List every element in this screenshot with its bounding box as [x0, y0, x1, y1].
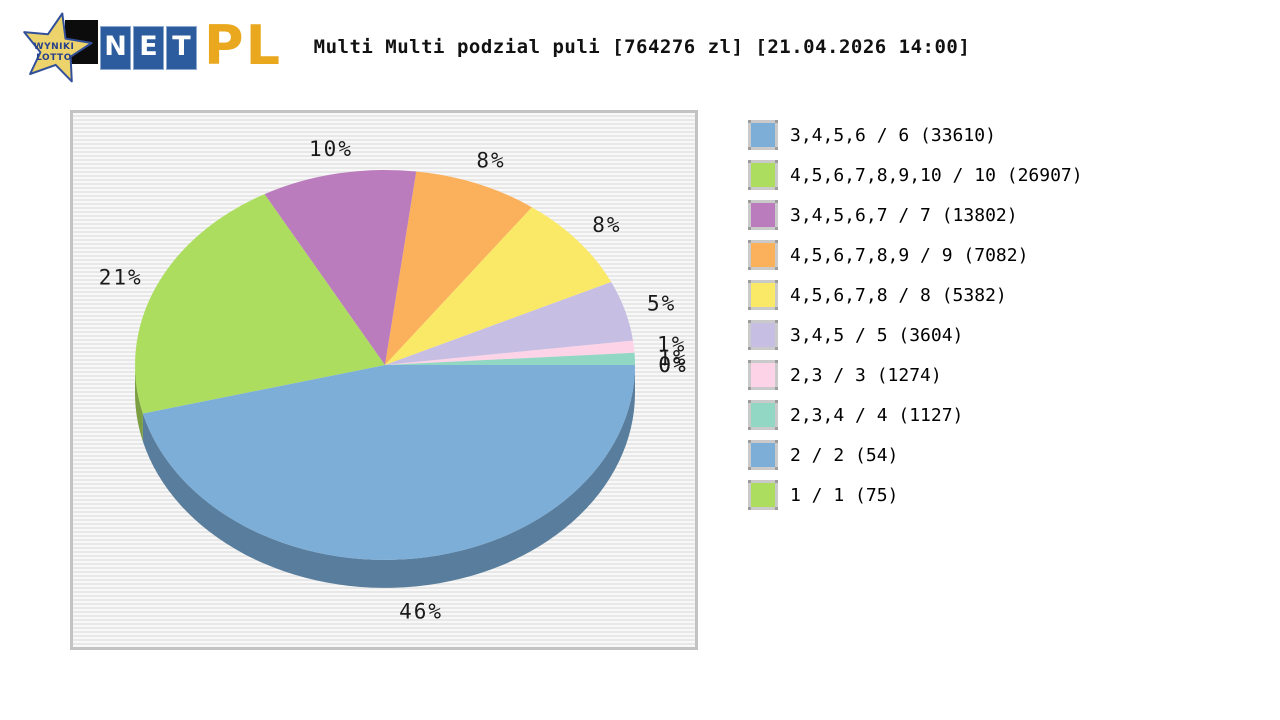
legend-label: 3,4,5 / 5 (3604): [790, 324, 964, 346]
legend-item: 3,4,5,6,7 / 7 (13802): [748, 200, 1083, 230]
legend: 3,4,5,6 / 6 (33610) 4,5,6,7,8,9,10 / 10 (…: [748, 120, 1083, 520]
legend-item: 4,5,6,7,8,9 / 9 (7082): [748, 240, 1083, 270]
pie-percent-label: 46%: [399, 599, 443, 623]
site-logo[interactable]: WYNIKI LOTTO N E T PL: [10, 2, 282, 94]
legend-label: 4,5,6,7,8,9,10 / 10 (26907): [790, 164, 1083, 186]
pie-percent-label: 8%: [476, 148, 505, 172]
pie-percent-label: 1%: [658, 346, 687, 370]
legend-swatch: [748, 320, 778, 350]
pie-chart: 46%21%10% 8%8%5%1%1%0%0%: [99, 137, 687, 623]
legend-item: 4,5,6,7,8,9,10 / 10 (26907): [748, 160, 1083, 190]
pie-slice: [385, 282, 633, 365]
logo-pl: PL: [204, 14, 282, 77]
pie-percent-label: 8%: [592, 213, 621, 237]
legend-swatch: [748, 360, 778, 390]
legend-swatch: [748, 120, 778, 150]
legend-item: 2 / 2 (54): [748, 440, 1083, 470]
legend-item: 3,4,5,6 / 6 (33610): [748, 120, 1083, 150]
legend-label: 3,4,5,6 / 6 (33610): [790, 124, 996, 146]
pie-slice: [385, 171, 532, 365]
chart-title: Multi Multi podzial puli [764276 zl] [21…: [313, 36, 971, 58]
star-text-line1: WYNIKI: [34, 42, 75, 52]
legend-swatch: [748, 400, 778, 430]
legend-label: 2,3,4 / 4 (1127): [790, 404, 964, 426]
legend-item: 3,4,5 / 5 (3604): [748, 320, 1083, 350]
legend-item: 4,5,6,7,8 / 8 (5382): [748, 280, 1083, 310]
legend-swatch: [748, 280, 778, 310]
logo-net: N E T: [100, 26, 197, 70]
legend-item: 2,3 / 3 (1274): [748, 360, 1083, 390]
legend-label: 2 / 2 (54): [790, 444, 899, 466]
pie-slice: [385, 352, 635, 365]
legend-swatch: [748, 440, 778, 470]
pie-slice: [135, 194, 385, 414]
legend-item: 2,3,4 / 4 (1127): [748, 400, 1083, 430]
pie-percent-label: 10%: [309, 137, 353, 161]
logo-net-letter: E: [133, 26, 164, 70]
pie-percent-label: 5%: [647, 292, 676, 316]
star-shape: [23, 12, 93, 83]
pie-slice: [142, 365, 635, 560]
pie-percent-label: 1%: [657, 332, 686, 356]
legend-label: 3,4,5,6,7 / 7 (13802): [790, 204, 1018, 226]
pie-slice: [385, 340, 635, 365]
legend-swatch: [748, 200, 778, 230]
legend-label: 4,5,6,7,8 / 8 (5382): [790, 284, 1007, 306]
legend-label: 4,5,6,7,8,9 / 9 (7082): [790, 244, 1029, 266]
pie-percent-label: 21%: [99, 266, 143, 290]
legend-swatch: [748, 160, 778, 190]
pie-slice: [385, 207, 612, 365]
pie-percent-label: 0%: [658, 353, 687, 377]
logo-net-letter: N: [100, 26, 131, 70]
logo-net-letter: T: [166, 26, 197, 70]
legend-swatch: [748, 240, 778, 270]
pie-slice: [264, 169, 417, 365]
chart-panel: 46% 21% 10% 8% 8% 5% 1% 1% 0% 0%: [70, 110, 698, 650]
legend-item: 1 / 1 (75): [748, 480, 1083, 510]
legend-label: 2,3 / 3 (1274): [790, 364, 942, 386]
legend-swatch: [748, 480, 778, 510]
pie-percent-label: 0%: [658, 353, 687, 377]
lotto-star-icon: WYNIKI LOTTO: [23, 12, 98, 83]
legend-label: 1 / 1 (75): [790, 484, 899, 506]
star-text-line2: LOTTO: [36, 53, 72, 63]
pie-slice-side: [135, 365, 143, 442]
